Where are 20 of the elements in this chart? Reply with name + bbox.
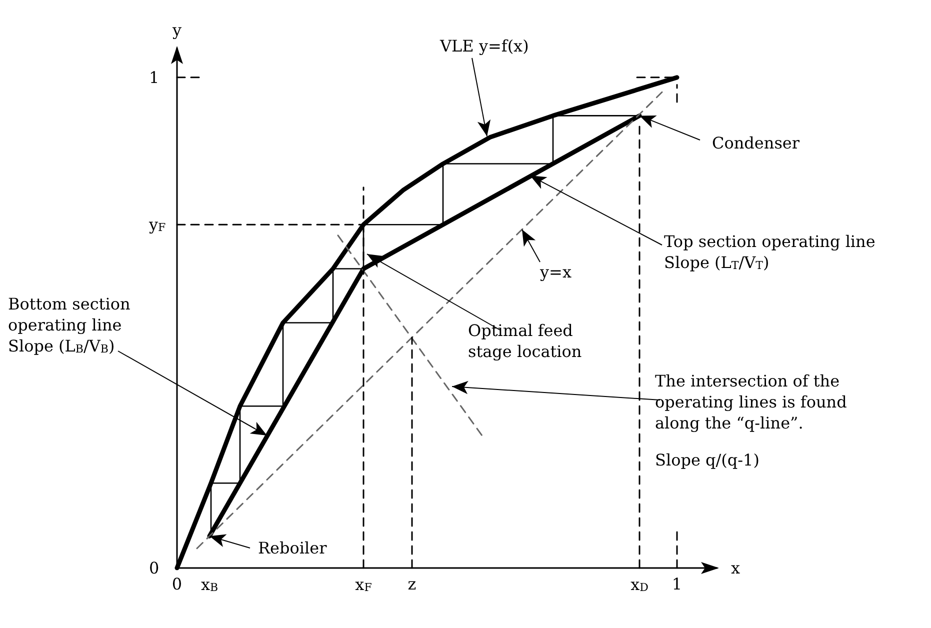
- annotation: Bottom section operating line Slope (LB/VB): [8, 294, 130, 356]
- annotation: y=x: [539, 262, 572, 282]
- annotation: VLE y=f(x): [439, 36, 529, 56]
- annotation: Top section operating line Slope (LT/VT): [664, 232, 876, 272]
- annotation: Optimal feed stage location: [468, 321, 582, 361]
- y-tick-label: 0: [149, 558, 160, 578]
- annotation: The intersection of the operating lines is found along the “q-line”.: [655, 372, 847, 432]
- x-tick-label: 0: [172, 574, 182, 594]
- x-tick-label: xF: [355, 575, 372, 594]
- x-tick-label: xB: [200, 575, 218, 594]
- annotation: Reboiler: [258, 538, 328, 558]
- x-axis-title: x: [731, 558, 740, 578]
- y-axis-title: y: [171, 20, 182, 40]
- annotation: Slope q/(q-1): [655, 450, 760, 470]
- x-tick-label: z: [408, 574, 416, 594]
- annotation: Condenser: [712, 134, 800, 152]
- x-tick-label: 1: [672, 574, 682, 594]
- y-tick-label: 1: [149, 68, 160, 87]
- x-tick-label: xD: [630, 575, 649, 594]
- y-tick-label: yF: [148, 215, 166, 234]
